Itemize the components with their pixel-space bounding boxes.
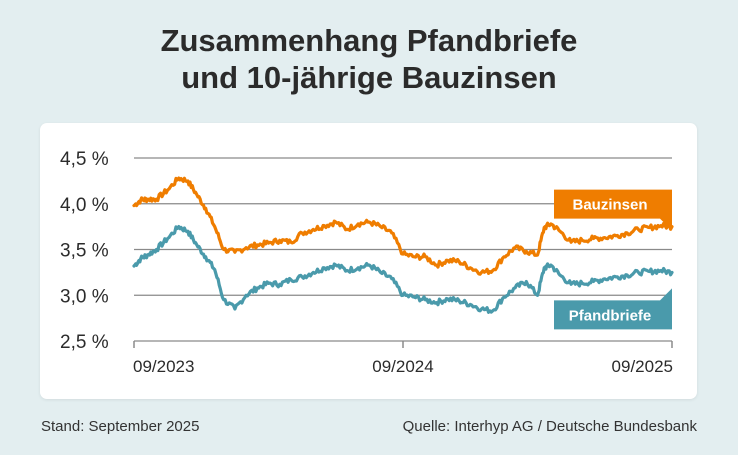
x-tick-label: 09/2024 xyxy=(372,357,433,376)
series-label-bauzinsen: Bauzinsen xyxy=(572,197,647,214)
y-tick-label: 3,0 % xyxy=(60,286,109,307)
chart-card: 2,5 % 3,0 % 3,5 % 4,0 % 4,5 % 09/2023 09/2024 0… xyxy=(40,123,697,399)
stand-note: Stand: September 2025 xyxy=(41,418,200,435)
series-line-bauzinsen xyxy=(132,176,674,276)
line-chart: 2,5 % 3,0 % 3,5 % 4,0 % 4,5 % 09/2023 09/2024 0… xyxy=(60,149,674,376)
title-line-1: Zusammenhang Pfandbriefe xyxy=(160,23,578,58)
series-label-tag xyxy=(554,288,672,330)
series-line-pfandbriefe xyxy=(132,225,674,314)
y-tick-label: 3,5 % xyxy=(60,241,109,262)
series-label-pfandbriefe: Pfandbriefe xyxy=(569,307,652,324)
y-tick-label: 4,0 % xyxy=(60,195,109,216)
x-tick-label: 09/2023 xyxy=(133,357,194,376)
x-tick-label: 09/2025 xyxy=(612,357,673,376)
chart-title: Zusammenhang Pfandbriefe und 10-jährige … xyxy=(0,22,738,96)
y-tick-label: 4,5 % xyxy=(60,149,109,170)
series-label-tag xyxy=(554,189,672,231)
title-line-2: und 10-jährige Bauzinsen xyxy=(181,60,557,95)
y-tick-label: 2,5 % xyxy=(60,332,109,353)
source-note: Quelle: Interhyp AG / Deutsche Bundesban… xyxy=(402,418,697,435)
